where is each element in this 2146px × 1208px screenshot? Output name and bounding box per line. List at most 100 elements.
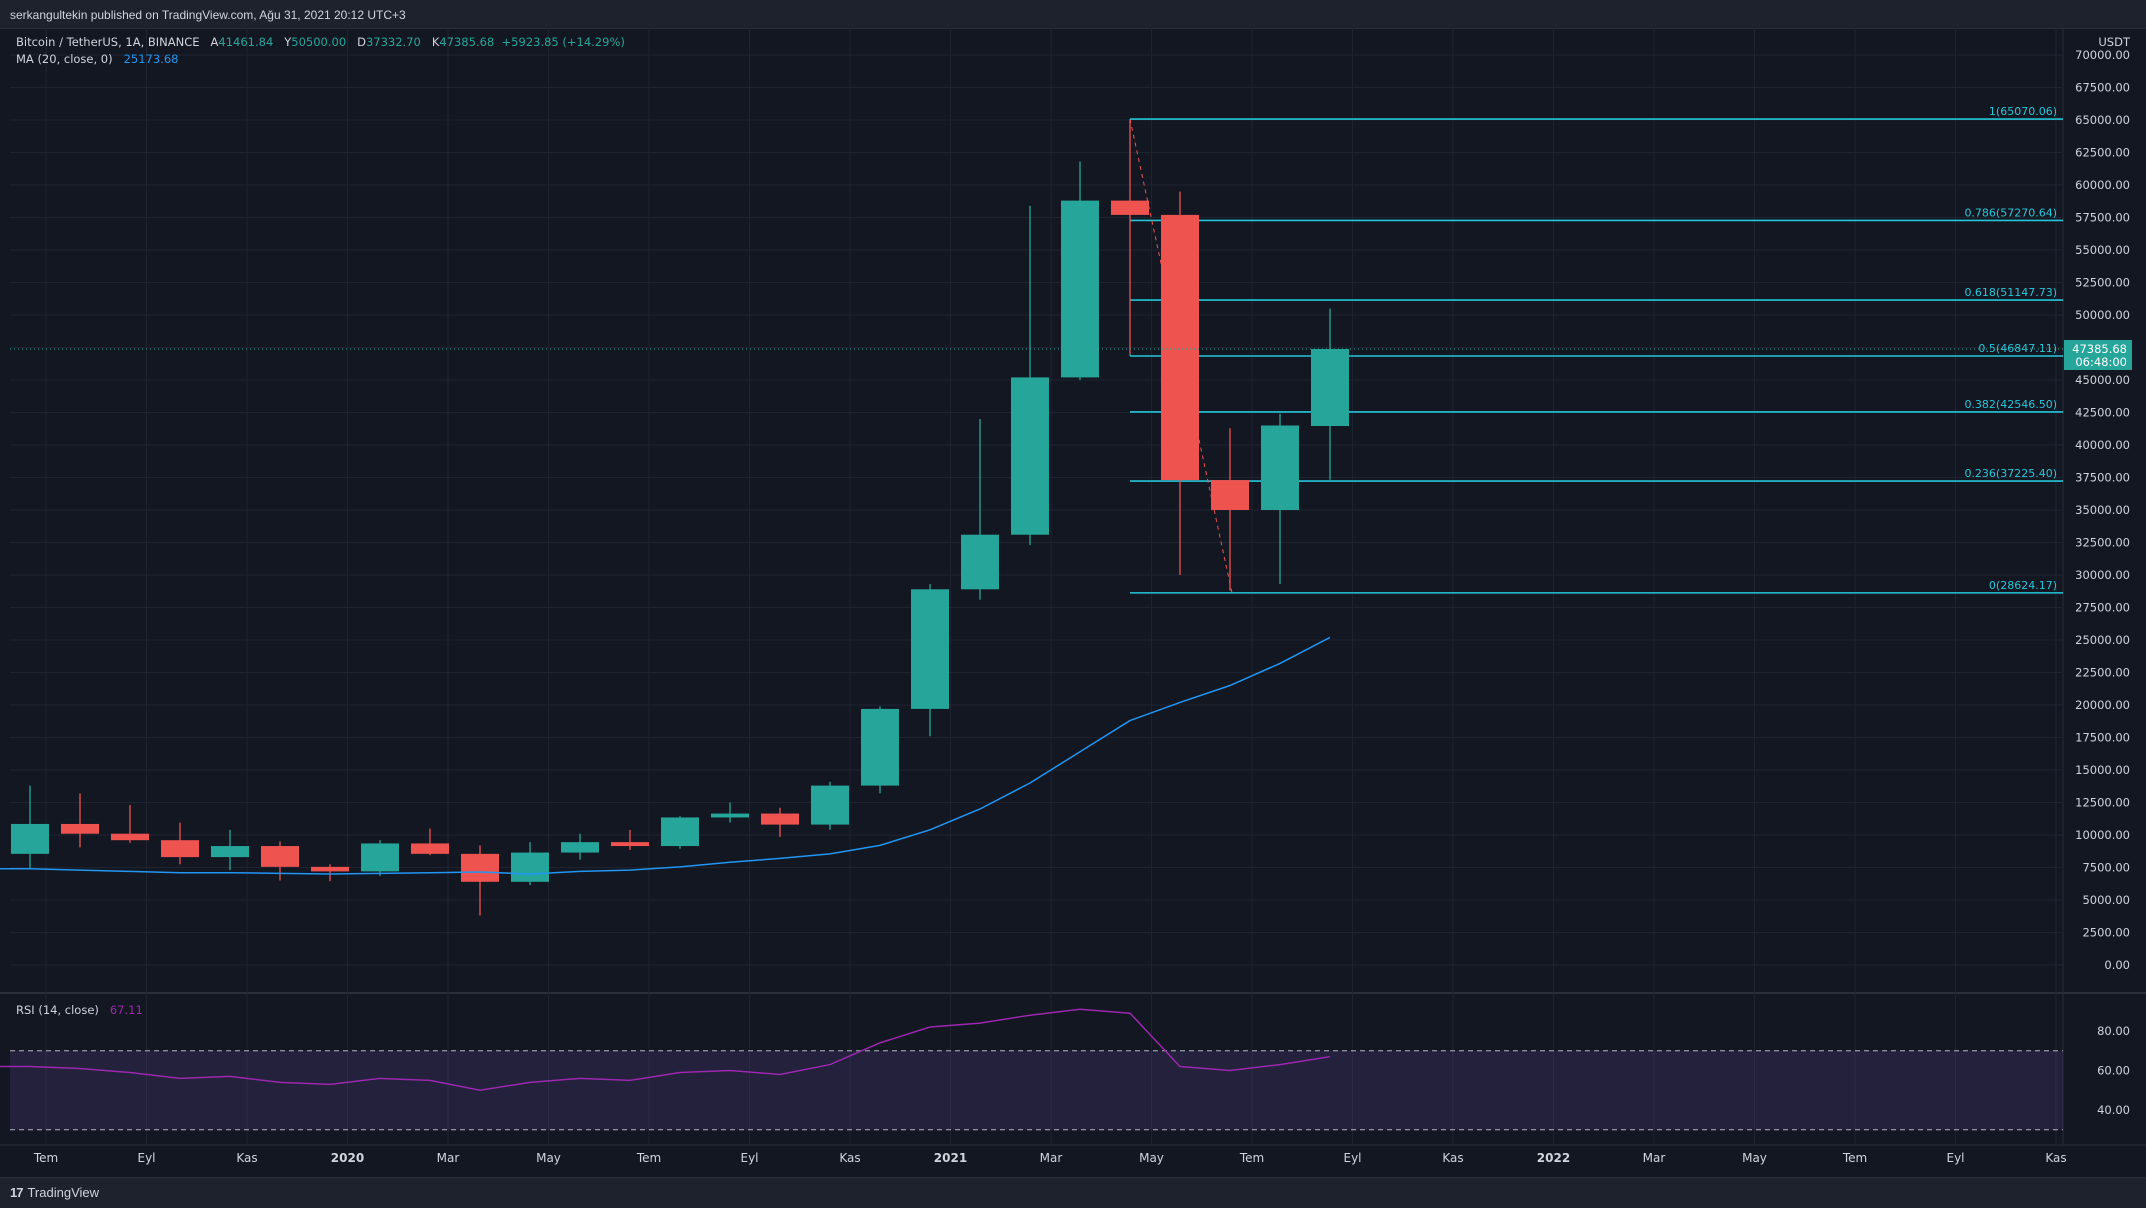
rsi-tick-label: 80.00 [2097, 1024, 2130, 1038]
price-tick-label: 50000.00 [2075, 308, 2130, 322]
candle-body [1261, 425, 1299, 510]
candle-body [1161, 214, 1199, 481]
price-tick-label: 35000.00 [2075, 503, 2130, 517]
time-tick-label: Mar [1040, 1151, 1063, 1165]
price-tick-label: 2500.00 [2082, 926, 2130, 940]
time-tick-label: 2022 [1537, 1151, 1570, 1165]
price-tick-label: 40000.00 [2075, 438, 2130, 452]
price-tick-label: 7500.00 [2082, 861, 2130, 875]
candle-body [1061, 200, 1099, 378]
price-tick-label: 70000.00 [2075, 48, 2130, 62]
price-tick-label: 27500.00 [2075, 601, 2130, 615]
price-tick-label: 32500.00 [2075, 536, 2130, 550]
symbol-name: Bitcoin / TetherUS, 1A, BINANCE [16, 35, 200, 49]
time-tick-label: Tem [33, 1151, 58, 1165]
ma-line [0, 636, 1331, 875]
ma-label: MA (20, close, 0) [16, 52, 113, 66]
price-tick-label: 67500.00 [2075, 81, 2130, 95]
price-tick-label: 5000.00 [2082, 893, 2130, 907]
time-tick-label: Kas [1442, 1151, 1463, 1165]
price-tick-label: 30000.00 [2075, 568, 2130, 582]
candle-body [511, 852, 549, 882]
time-tick-label: Tem [1239, 1151, 1264, 1165]
time-tick-label: Tem [1842, 1151, 1867, 1165]
candle-body [761, 813, 799, 825]
price-tick-label: 60000.00 [2075, 178, 2130, 192]
candle-body [61, 823, 99, 834]
fib-level-label: 0.382(42546.50) [1964, 398, 2057, 411]
candle-body [11, 823, 49, 854]
price-tick-label: 37500.00 [2075, 471, 2130, 485]
time-tick-label: Eyl [740, 1151, 758, 1165]
time-tick-label: Eyl [137, 1151, 155, 1165]
candle-body [211, 846, 249, 858]
price-tick-label: 17500.00 [2075, 731, 2130, 745]
candle-body [911, 589, 949, 709]
price-tick-label: 20000.00 [2075, 698, 2130, 712]
ma-value: 25173.68 [123, 52, 179, 66]
time-tick-label: Kas [2045, 1151, 2066, 1165]
price-chart[interactable]: 70000.00 67500.00 65000.00 62500.00 60000.00… [0, 0, 2146, 1177]
tradingview-logo[interactable]: 17 TradingView [10, 1185, 99, 1200]
time-tick-label: Kas [236, 1151, 257, 1165]
tradingview-brand: TradingView [27, 1185, 100, 1200]
time-tick-label: May [536, 1151, 561, 1165]
open-label: A [210, 35, 219, 49]
candle-body [111, 833, 149, 841]
time-tick-label: 2021 [934, 1151, 967, 1165]
fib-level-label: 0.5(46847.11) [1978, 342, 2057, 355]
time-tick-label: Kas [839, 1151, 860, 1165]
candle-countdown: 06:48:00 [2075, 355, 2127, 369]
candle-body [161, 840, 199, 858]
price-tick-label: 52500.00 [2075, 276, 2130, 290]
price-tick-label: 45000.00 [2075, 373, 2130, 387]
rsi-band [10, 1050, 2063, 1130]
last-price-label: 47385.68 [2072, 342, 2127, 356]
open-value: 41461.84 [218, 35, 274, 49]
rsi-line [0, 1008, 1331, 1092]
time-tick-label: 2020 [331, 1151, 364, 1165]
candle-body [311, 866, 349, 872]
low-value: 37332.70 [365, 35, 421, 49]
bottom-bar: 17 TradingView [0, 1177, 2146, 1208]
candle-body [961, 534, 999, 590]
candle-body [611, 842, 649, 847]
time-tick-label: Mar [1643, 1151, 1666, 1165]
tradingview-mark-icon: 17 [10, 1185, 24, 1200]
candle-body [711, 813, 749, 818]
fib-level-label: 0.786(57270.64) [1964, 206, 2057, 219]
high-value: 50500.00 [291, 35, 347, 49]
price-tick-label: 15000.00 [2075, 763, 2130, 777]
close-value: 47385.68 [439, 35, 495, 49]
time-tick-label: Eyl [1946, 1151, 1964, 1165]
candle-body [811, 785, 849, 825]
price-tick-label: 10000.00 [2075, 828, 2130, 842]
candle-body [461, 853, 499, 882]
low-label: D [357, 35, 366, 49]
candle-body [361, 843, 399, 872]
price-tick-label: 62500.00 [2075, 146, 2130, 160]
time-tick-label: May [1742, 1151, 1767, 1165]
rsi-legend[interactable]: RSI (14, close) 67.11 [16, 1003, 143, 1017]
last-price-badge [2064, 339, 2132, 370]
rsi-tick-label: 60.00 [2097, 1064, 2130, 1078]
ma-legend[interactable]: MA (20, close, 0) 25173.68 [16, 52, 178, 66]
price-tick-label: 0.00 [2104, 958, 2130, 972]
price-tick-label: 42500.00 [2075, 406, 2130, 420]
candle-body [1311, 348, 1349, 427]
price-tick-label: 55000.00 [2075, 243, 2130, 257]
price-tick-label: 22500.00 [2075, 666, 2130, 680]
price-tick-label: 57500.00 [2075, 211, 2130, 225]
fib-level-label: 0.618(51147.73) [1964, 286, 2057, 299]
fib-level-label: 0(28624.17) [1989, 579, 2057, 592]
symbol-legend[interactable]: Bitcoin / TetherUS, 1A, BINANCE A41461.8… [16, 35, 625, 49]
rsi-tick-label: 40.00 [2097, 1103, 2130, 1117]
currency-label: USDT [2098, 35, 2131, 49]
candle-body [1111, 200, 1149, 215]
time-tick-label: Tem [636, 1151, 661, 1165]
fib-level-label: 0.236(37225.40) [1964, 467, 2057, 480]
candle-body [561, 842, 599, 853]
time-tick-label: Mar [437, 1151, 460, 1165]
candle-body [261, 846, 299, 867]
rsi-value: 67.11 [109, 1003, 143, 1017]
